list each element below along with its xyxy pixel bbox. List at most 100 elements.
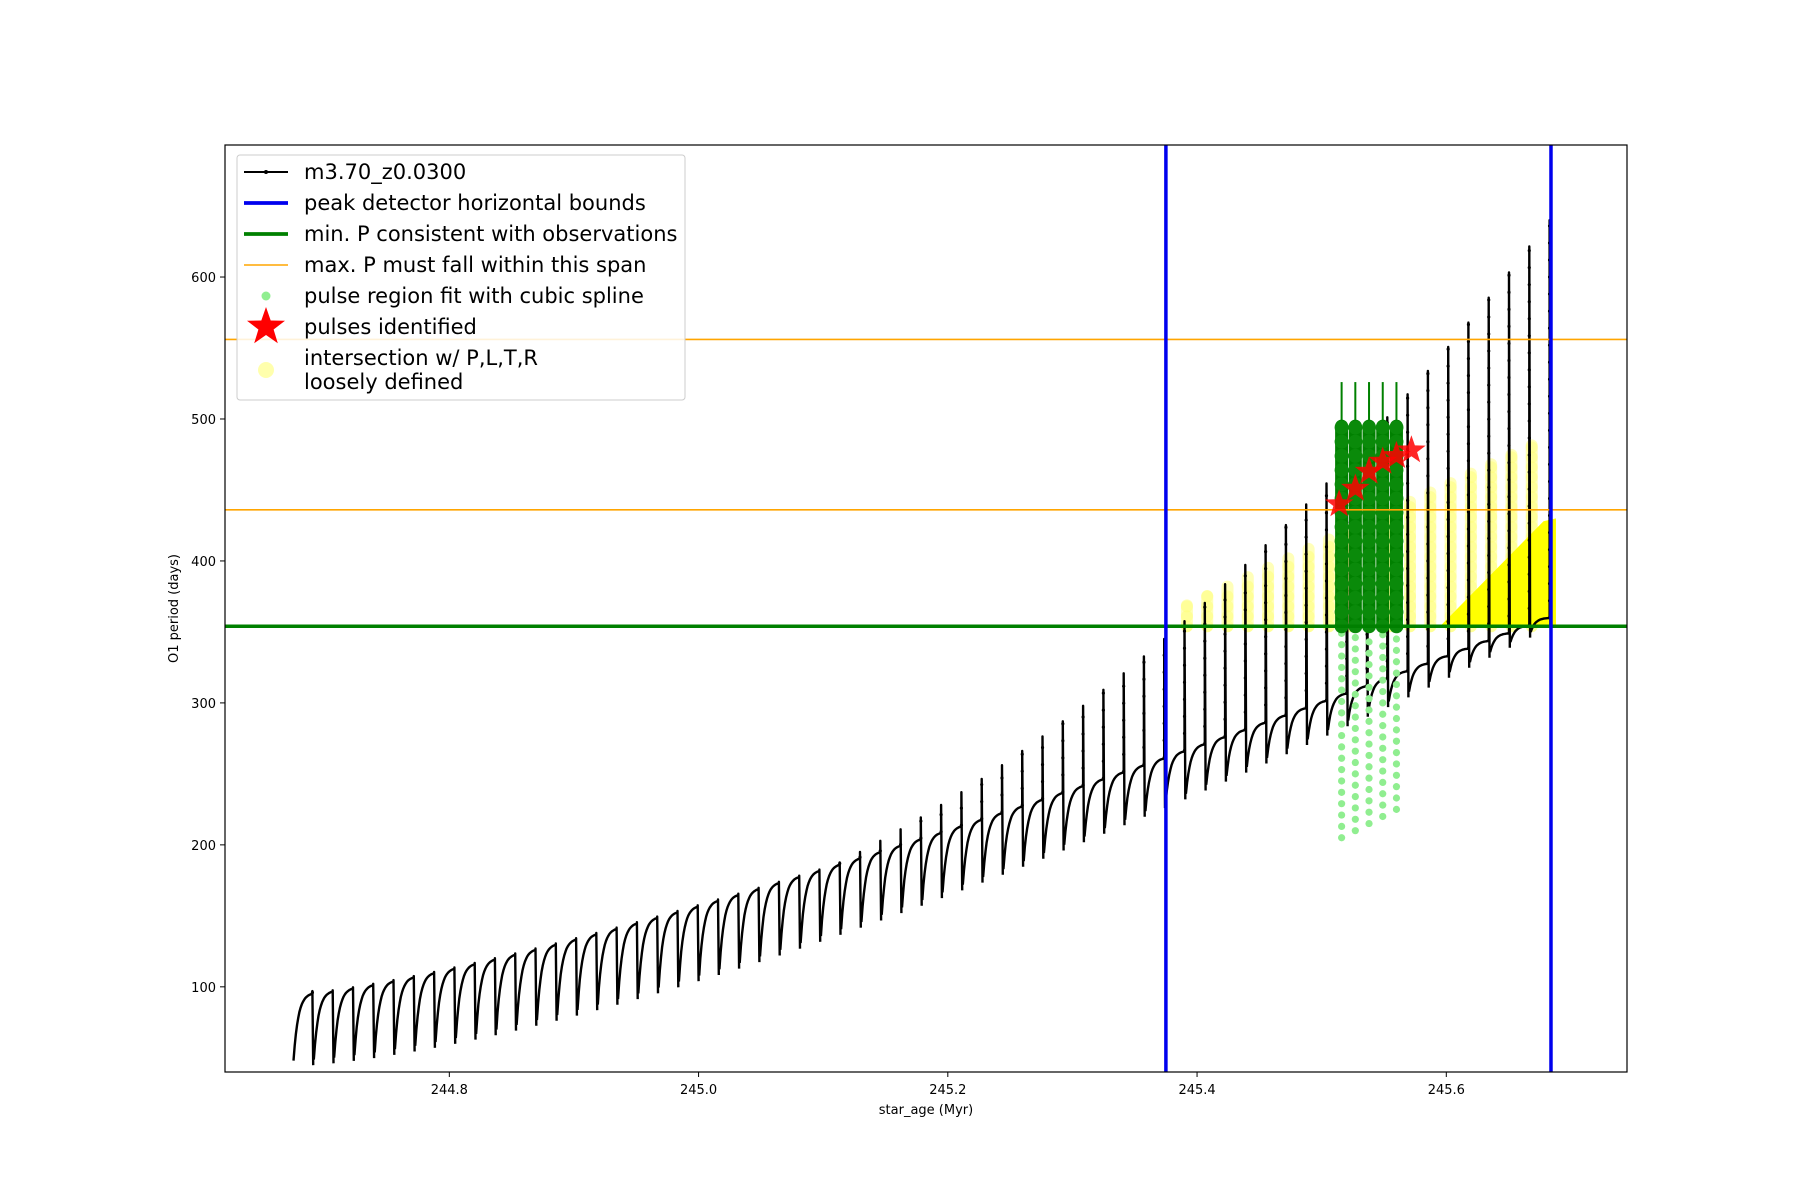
series-point	[1487, 502, 1491, 506]
series-point	[1061, 722, 1065, 726]
intersection-point	[1201, 590, 1214, 603]
plot-frame	[224, 144, 1628, 1073]
spline-point	[1351, 724, 1359, 733]
series-point	[1405, 549, 1410, 554]
series-point	[1446, 381, 1450, 385]
series-point	[1527, 402, 1531, 406]
spline-point	[1351, 679, 1359, 687]
series-point	[1101, 725, 1105, 729]
spline-point	[1338, 822, 1346, 831]
series-point	[1122, 735, 1126, 739]
series-point	[1081, 783, 1085, 787]
intersection-point	[1404, 500, 1417, 513]
series-point	[1203, 656, 1207, 660]
spline-point	[1392, 794, 1401, 802]
series-point	[1426, 542, 1430, 546]
series-point	[1426, 389, 1430, 393]
pulse-column-point	[1362, 505, 1377, 520]
series-point	[919, 819, 923, 823]
series-point	[1527, 606, 1531, 610]
series-point	[1405, 396, 1410, 400]
series-point	[1405, 498, 1410, 502]
series-point	[1405, 583, 1410, 588]
series-point	[1223, 734, 1227, 738]
legend-entry: m3.70_z0.0300	[244, 160, 466, 185]
series-point	[1487, 383, 1491, 387]
series-point	[1507, 392, 1511, 397]
series-point	[1487, 553, 1491, 558]
series-point	[1405, 652, 1410, 656]
legend-box	[236, 154, 686, 401]
series-point	[1061, 739, 1065, 743]
series-point	[1487, 366, 1491, 370]
series-point	[1101, 708, 1105, 712]
series-point	[1527, 453, 1531, 457]
pulse-column-point	[1334, 463, 1349, 478]
series-point	[1466, 459, 1471, 463]
series-point	[1507, 631, 1511, 635]
series-point	[1426, 610, 1430, 614]
series-point	[1466, 510, 1471, 514]
series-point	[1122, 718, 1126, 722]
spline-point	[1351, 713, 1359, 721]
pulse-column-point	[1334, 605, 1349, 620]
series-point	[1223, 683, 1227, 687]
spline-point	[1365, 683, 1373, 691]
series-point	[1243, 591, 1247, 595]
intersection-point	[1221, 590, 1234, 603]
spline-point	[1392, 737, 1401, 745]
x-tick-label: 245.4	[1178, 1083, 1215, 1098]
series-point	[1405, 515, 1410, 519]
series-point	[1466, 612, 1471, 616]
series-point	[1426, 474, 1430, 478]
series-point	[1405, 464, 1410, 468]
pulse-column-point	[1389, 463, 1404, 478]
series-point	[1223, 717, 1227, 721]
series-point	[1466, 425, 1471, 429]
spline-point	[1351, 656, 1359, 664]
series-point	[1487, 536, 1491, 541]
spline-point	[1365, 706, 1373, 714]
series-point	[1182, 714, 1187, 718]
series-point	[1426, 661, 1430, 665]
y-tick-label: 300	[191, 697, 216, 712]
series-point	[878, 849, 882, 853]
series-point	[1284, 525, 1288, 529]
spline-point	[1365, 808, 1373, 816]
spline-point	[1338, 834, 1346, 842]
spline-point	[1351, 792, 1359, 801]
series-point	[1304, 535, 1308, 539]
spline-point	[1338, 675, 1346, 683]
series-point	[1507, 358, 1511, 363]
series-point	[310, 990, 315, 995]
spline-point	[1379, 801, 1387, 809]
series-point	[1000, 810, 1004, 814]
spline-point	[1351, 702, 1359, 710]
spline-point	[1365, 785, 1373, 794]
series-point	[1507, 478, 1511, 482]
intersection-point	[1180, 610, 1193, 623]
series-point	[1466, 391, 1471, 395]
series-point	[1446, 517, 1450, 522]
series-point	[1304, 569, 1308, 573]
series-point	[1466, 493, 1471, 497]
spline-point	[1338, 641, 1346, 649]
series-point	[1466, 544, 1471, 548]
series-point	[1527, 351, 1531, 355]
series-point	[1243, 608, 1247, 612]
series-point	[1527, 436, 1531, 440]
series-point	[1426, 593, 1430, 597]
series-point	[1446, 449, 1450, 453]
pulse-column-point	[1375, 491, 1390, 506]
series-point	[1243, 693, 1247, 697]
spline-point	[1392, 703, 1401, 711]
series-point	[1101, 759, 1105, 763]
series-point	[1243, 676, 1247, 680]
spline-point	[1351, 770, 1359, 778]
spline-point	[1392, 669, 1401, 677]
series-point	[1527, 419, 1531, 423]
spline-point	[1365, 695, 1373, 703]
spline-point	[1338, 754, 1346, 762]
spline-point	[1351, 736, 1359, 744]
